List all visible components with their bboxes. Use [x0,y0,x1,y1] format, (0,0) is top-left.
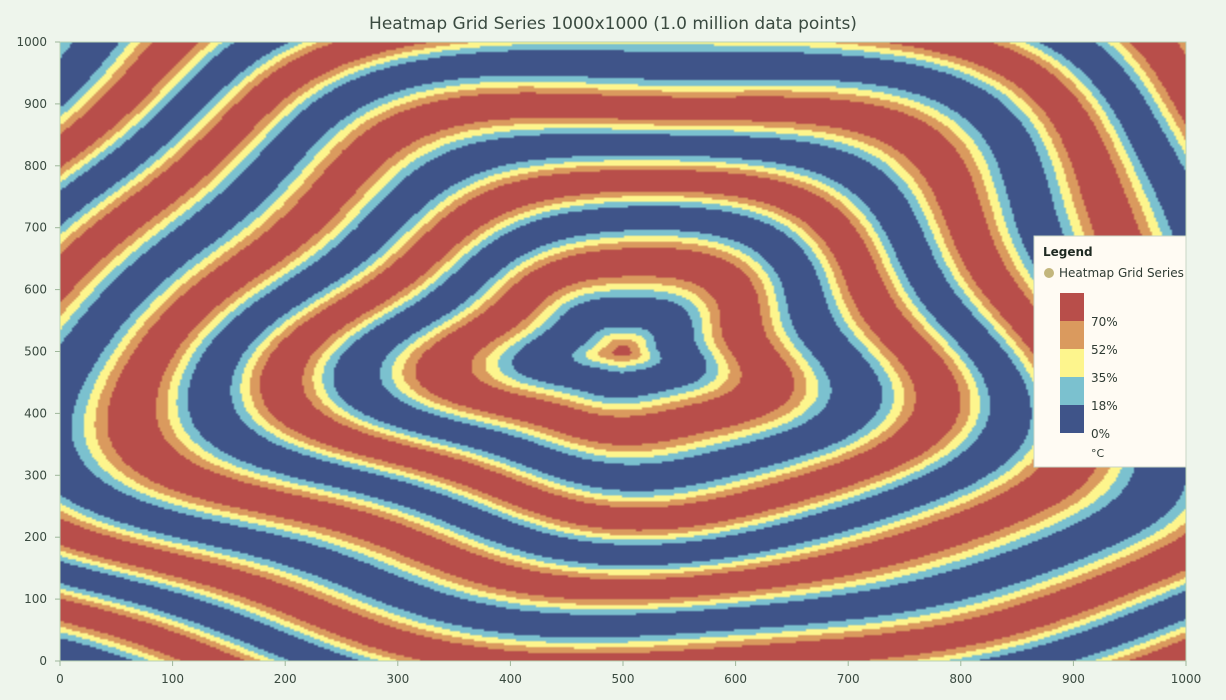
x-tick-label: 600 [724,672,747,686]
legend-level-label: 18% [1091,399,1118,413]
legend: Legend Heatmap Grid Series 70% 52% 35% 18% 0… [1033,235,1187,468]
legend-unit: °C [1091,447,1105,460]
legend-color-scale: 70% 52% 35% 18% 0% [1060,293,1118,441]
x-tick-label: 900 [1062,672,1085,686]
legend-swatch [1060,349,1084,377]
y-tick-label: 900 [24,97,47,111]
x-axis: 0 100 200 300 400 500 600 700 800 900 1000 [56,661,1201,686]
legend-level-label: 35% [1091,371,1118,385]
y-tick-label: 800 [24,159,47,173]
y-tick-label: 700 [24,221,47,235]
legend-swatch [1060,293,1084,321]
y-tick-label: 0 [39,654,47,668]
x-tick-label: 100 [161,672,184,686]
y-tick-label: 200 [24,530,47,544]
legend-level-label: 0% [1091,427,1110,441]
x-tick-label: 0 [56,672,64,686]
y-axis: 0 100 200 300 400 500 600 700 800 900 1000 [16,35,60,668]
legend-title: Legend [1043,245,1093,259]
legend-series-label[interactable]: Heatmap Grid Series [1059,266,1184,280]
y-tick-label: 300 [24,468,47,482]
y-tick-label: 1000 [16,35,47,49]
y-tick-label: 600 [24,283,47,297]
x-tick-label: 1000 [1171,672,1202,686]
y-tick-label: 100 [24,592,47,606]
y-tick-label: 500 [24,345,47,359]
x-tick-label: 700 [837,672,860,686]
x-tick-label: 800 [949,672,972,686]
chart-title: Heatmap Grid Series 1000x1000 (1.0 milli… [369,14,857,34]
legend-background [1033,235,1187,468]
legend-level-label: 70% [1091,315,1118,329]
x-tick-label: 300 [386,672,409,686]
legend-level-label: 52% [1091,343,1118,357]
x-tick-label: 400 [499,672,522,686]
x-tick-label: 500 [612,672,635,686]
x-tick-label: 200 [274,672,297,686]
y-tick-label: 400 [24,406,47,420]
legend-swatch [1060,321,1084,349]
legend-swatch [1060,377,1084,405]
heatmap-surface[interactable] [60,42,1186,661]
legend-swatch [1060,405,1084,433]
legend-series-marker [1044,268,1054,278]
